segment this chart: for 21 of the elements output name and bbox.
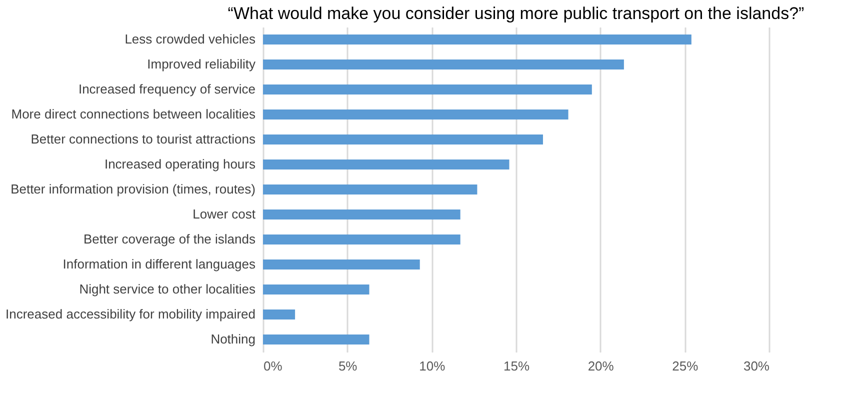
y-tick-label: Less crowded vehicles xyxy=(124,32,256,46)
x-tick-label: 10% xyxy=(419,358,446,374)
y-tick-label: Night service to other localities xyxy=(79,282,256,296)
x-tick-label: 25% xyxy=(672,358,699,374)
y-tick-label: Nothing xyxy=(210,332,256,346)
x-tick-label: 0% xyxy=(264,358,283,374)
y-tick-label: Lower cost xyxy=(192,206,256,222)
y-tick-label: Increased accessibility for mobility impaired xyxy=(6,306,256,322)
x-tick-label: 20% xyxy=(588,358,614,374)
y-tick-label: More direct connections between localities xyxy=(11,106,256,122)
x-tick-label: 5% xyxy=(338,358,358,374)
y-tick-label: Better information provision (times, routes) xyxy=(10,182,256,196)
y-tick-label: Information in different languages xyxy=(62,256,256,272)
y-tick-label: Better coverage of the islands xyxy=(84,232,256,246)
y-tick-label: Improved reliability xyxy=(147,56,256,72)
chart-title: “What would make you consider using more public transport on the islands?” xyxy=(228,4,805,23)
y-tick-label: Increased operating hours xyxy=(104,156,256,172)
x-tick-label: 30% xyxy=(743,358,770,374)
x-tick-label: 15% xyxy=(503,358,530,374)
y-tick-label: Increased frequency of service xyxy=(78,82,256,96)
y-tick-label: Better connections to tourist attractions xyxy=(30,132,256,146)
